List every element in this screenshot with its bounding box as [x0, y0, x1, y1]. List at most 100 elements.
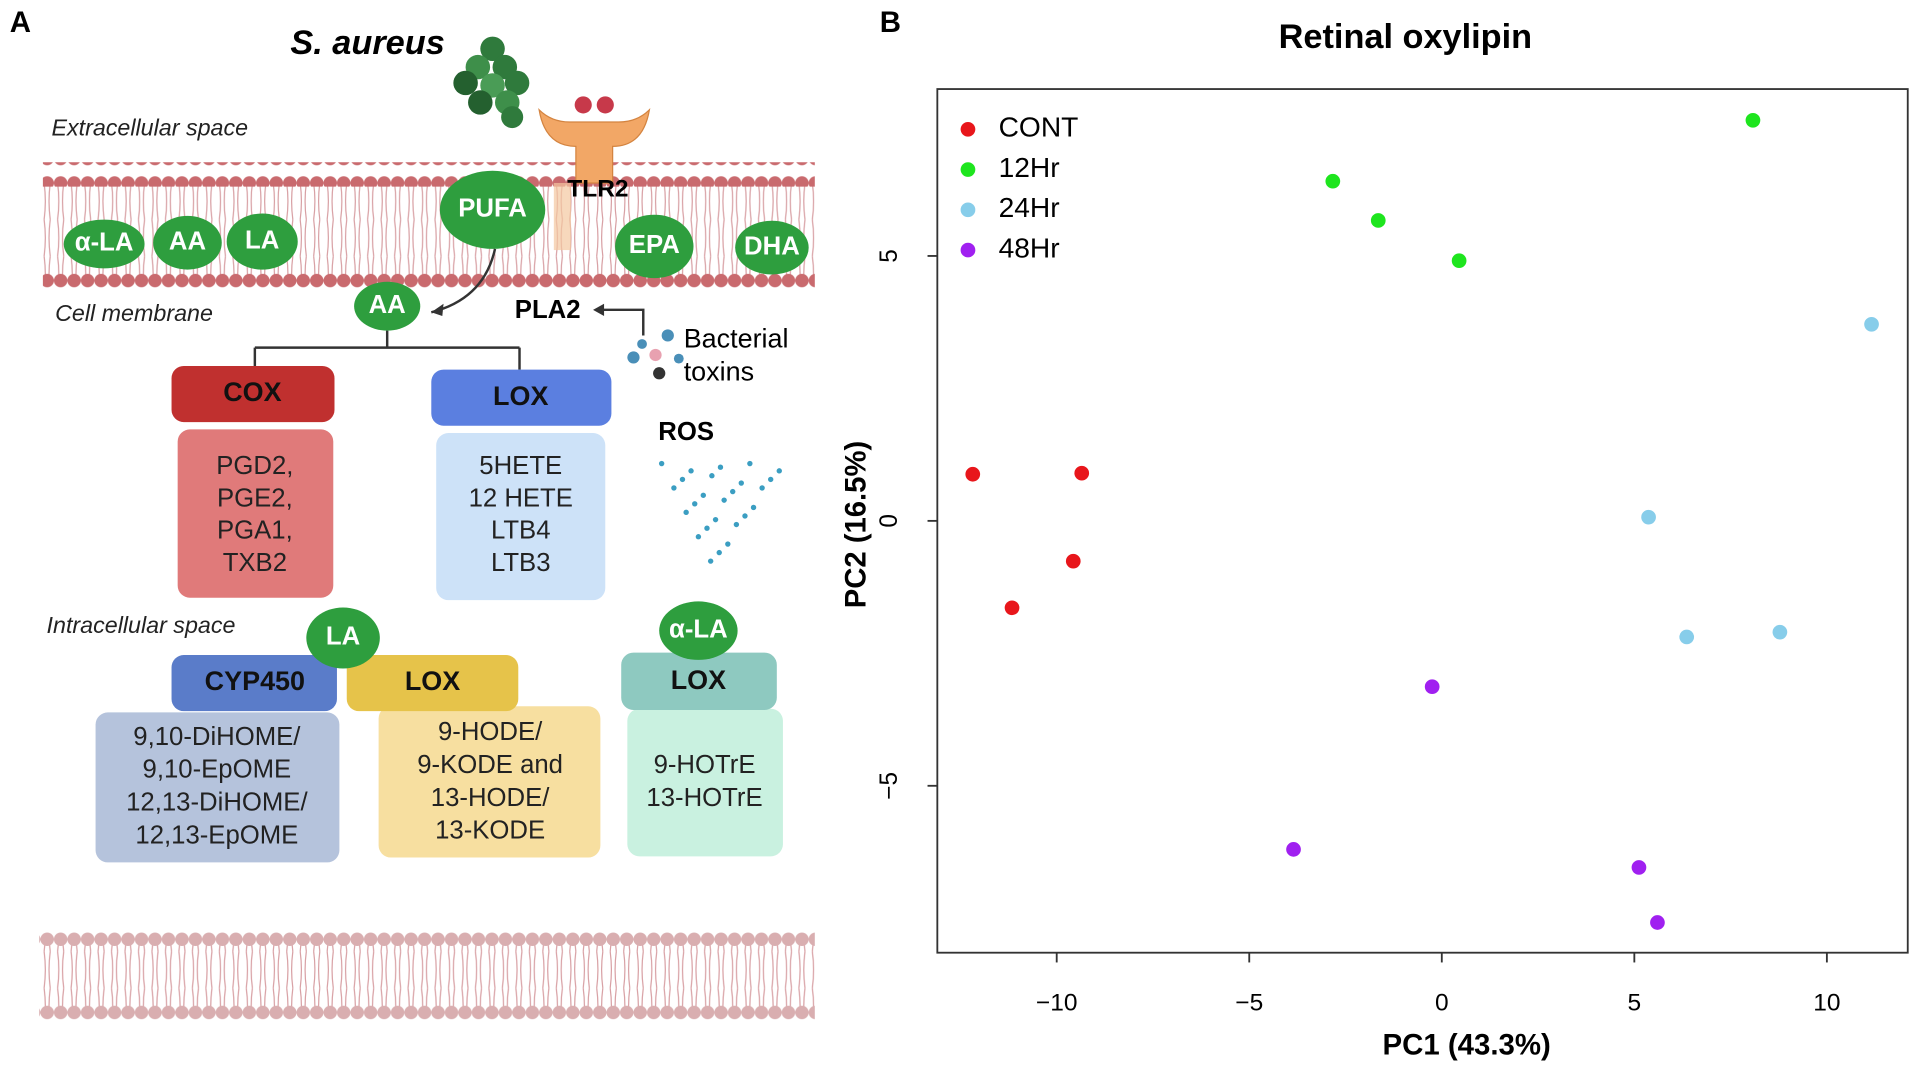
arrow-head	[593, 303, 605, 316]
enzyme-box	[621, 652, 777, 710]
lipid-label: α-LA	[75, 229, 134, 257]
membrane-heads	[39, 923, 815, 948]
receptor-label: TLR2	[567, 176, 628, 203]
product-label: PGA1,	[217, 517, 293, 545]
ros-label: ROS	[658, 418, 714, 446]
membrane-heads	[39, 1005, 815, 1030]
product-label: 13-KODE	[435, 817, 545, 845]
point	[1451, 253, 1467, 269]
point	[1325, 173, 1341, 189]
y-axis-label: PC2 (16.5%)	[839, 441, 872, 609]
product-label: LTB3	[491, 549, 551, 577]
membrane-tails	[39, 939, 815, 1013]
product-label: 12 HETE	[469, 484, 573, 512]
point	[1074, 465, 1090, 481]
product-label: 9-KODE and	[417, 751, 563, 779]
membrane-heads	[42, 268, 815, 293]
product-label: 9,10-EpOME	[143, 756, 292, 784]
point	[1424, 679, 1440, 695]
enzyme-label: COX	[223, 377, 281, 407]
lipid-label: PUFA	[458, 195, 527, 223]
point	[1631, 860, 1647, 875]
legend-label: 12Hr	[999, 152, 1060, 183]
product-label: 13-HOTrE	[646, 784, 762, 812]
point	[1679, 629, 1695, 645]
x-tick-label: −10	[1036, 989, 1078, 1016]
toxin-label: toxins	[684, 356, 754, 386]
legend-label: CONT	[999, 112, 1079, 143]
x-axis-label: PC1 (43.3%)	[1383, 1028, 1551, 1061]
product-label: TXB2	[223, 549, 287, 577]
product-box	[177, 429, 334, 598]
chart-title: Retinal oxylipin	[1279, 18, 1532, 56]
enzyme-label: LOX	[405, 666, 460, 696]
lipid-label: AA	[369, 291, 406, 319]
bracket	[253, 330, 521, 370]
point	[1370, 213, 1386, 228]
toxin-icons	[627, 329, 684, 380]
point	[1864, 316, 1879, 332]
lipid-bubble	[354, 281, 421, 331]
region-label: Intracellular space	[47, 612, 236, 638]
region-label: Cell membrane	[55, 300, 213, 326]
x-tick-label: 0	[1435, 989, 1449, 1016]
point	[1772, 624, 1788, 640]
region-label: Extracellular space	[51, 114, 248, 140]
lipid-bubble	[659, 601, 738, 660]
panel-label: A	[10, 6, 31, 39]
y-tick-label: 0	[876, 514, 903, 528]
toxin-label: Bacterial	[684, 323, 789, 353]
legend-marker	[960, 162, 976, 177]
y-tick-label: −5	[876, 772, 903, 800]
enzyme-label: CYP450	[205, 666, 305, 696]
lipids: α-LA AA LA EPA DHA	[63, 213, 809, 279]
product-box	[95, 712, 340, 863]
lipid-bubble	[306, 607, 380, 669]
legend-marker	[960, 121, 976, 137]
enzyme-box	[171, 365, 335, 423]
organism: S. aureus	[290, 24, 444, 62]
product-label: 12,13-EpOME	[135, 822, 298, 850]
product-box	[378, 706, 601, 858]
enzyme-box	[171, 655, 337, 712]
plot-frame	[936, 88, 1909, 954]
product-label: LTB4	[491, 517, 551, 545]
lipid-label: DHA	[744, 232, 800, 260]
lipid-label: AA	[169, 228, 206, 256]
lipid-label: EPA	[629, 231, 680, 259]
enzyme-label: LOX	[671, 665, 726, 695]
legend-marker	[960, 242, 976, 258]
bacteria	[453, 36, 530, 129]
product-box	[627, 708, 783, 857]
panel-label: B	[880, 6, 901, 39]
receptor	[538, 96, 651, 251]
legend-label: 24Hr	[999, 192, 1060, 223]
product-label: PGE2,	[217, 484, 293, 512]
enzyme-label: PLA2	[515, 296, 581, 324]
x-tick-label: −5	[1235, 989, 1263, 1016]
product-label: 12,13-DiHOME/	[126, 789, 308, 817]
membrane-tails	[42, 178, 815, 276]
enzyme-box	[346, 655, 519, 712]
product-label: 9-HOTrE	[654, 751, 756, 779]
point	[1650, 915, 1665, 930]
x-tick-label: 5	[1628, 989, 1642, 1016]
arrow-head	[431, 303, 444, 316]
point	[1641, 509, 1656, 525]
lipid-label: LA	[326, 623, 360, 651]
point	[1065, 553, 1081, 569]
legend-marker	[960, 202, 976, 218]
arrow	[597, 308, 645, 336]
point	[1004, 600, 1020, 616]
product-label: 5HETE	[479, 452, 562, 480]
point	[965, 466, 981, 482]
enzyme-label: LOX	[493, 381, 548, 411]
legend-label: 48Hr	[999, 233, 1060, 264]
lipid-bubble	[439, 170, 546, 249]
product-label: 13-HODE/	[431, 784, 550, 812]
point	[1745, 112, 1761, 128]
y-tick-label: 5	[876, 249, 903, 263]
panel-b: B Retinal oxylipin PC1 (43.3%) PC2 (16.5…	[839, 6, 1909, 1061]
panel-a: A S. aureus Extracellular space Cell mem…	[10, 6, 815, 1030]
